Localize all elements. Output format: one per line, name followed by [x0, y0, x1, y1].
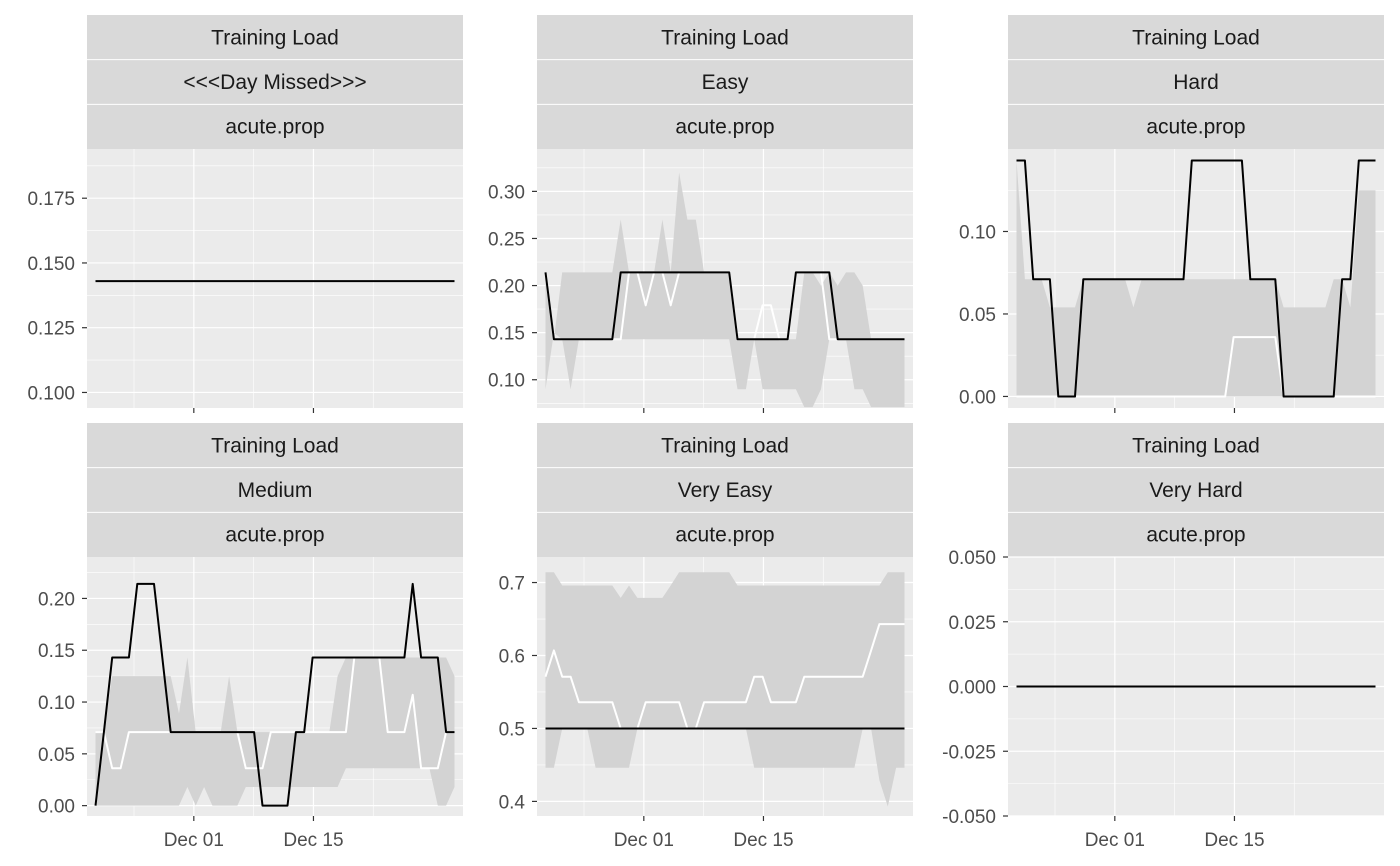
y-tick-label: 0.125: [27, 319, 75, 340]
y-tick-label: 0.000: [948, 678, 996, 699]
panel-background: [87, 149, 463, 408]
y-tick-label: 0.150: [27, 254, 75, 275]
x-tick-label: Dec 15: [283, 830, 343, 851]
facet-strip: [1008, 15, 1384, 149]
y-tick-label: 0.025: [948, 613, 996, 634]
y-tick-label: 0.00: [38, 797, 75, 818]
facet-strip: [537, 423, 913, 557]
panel-day-missed: Training Load <<<Day Missed>>> acute.prop 0…: [27, 15, 463, 413]
black-series-line: [544, 271, 905, 341]
strip-label: acute.prop: [675, 524, 774, 547]
y-tick-label: -0.050: [942, 807, 996, 828]
y-tick-label: 0.20: [38, 589, 75, 610]
strip-label: Training Load: [211, 434, 339, 457]
y-tick-label: 0.4: [499, 792, 526, 813]
y-tick-label: -0.025: [942, 742, 996, 763]
strip-label: acute.prop: [225, 116, 324, 139]
y-tick-label: 0.175: [27, 189, 75, 210]
strip-label: Very Hard: [1149, 479, 1242, 502]
strip-label: Training Load: [1132, 26, 1260, 49]
x-tick-label: Dec 01: [1085, 830, 1145, 851]
strip-label: Training Load: [661, 434, 789, 457]
panel-easy: Training Load Easy acute.prop 0.10 0.15 0.20 0…: [488, 15, 913, 413]
y-tick-label: 0.10: [488, 371, 525, 392]
white-series-line: [544, 623, 905, 730]
white-series-line: [95, 656, 455, 770]
strip-label: acute.prop: [675, 116, 774, 139]
strip-label: Training Load: [1132, 434, 1260, 457]
y-tick-label: 0.15: [38, 641, 75, 662]
panel-medium: Training Load Medium acute.prop 0.00 0.05 0.1…: [38, 423, 463, 851]
strip-label: Training Load: [661, 26, 789, 49]
y-tick-label: 0.30: [488, 182, 525, 203]
y-tick-label: 0.20: [488, 277, 525, 298]
range-band: [1016, 160, 1376, 397]
strip-label: Medium: [238, 479, 313, 502]
range-band: [545, 172, 905, 408]
strip-label: Easy: [702, 71, 749, 94]
strip-label: acute.prop: [1146, 524, 1245, 547]
x-tick-label: Dec 01: [614, 830, 674, 851]
range-band: [95, 657, 455, 806]
strip-label: acute.prop: [1146, 116, 1245, 139]
y-tick-label: 0.6: [499, 646, 525, 667]
panel-very-easy: Training Load Very Easy acute.prop 0.4 0.5 0.…: [499, 423, 913, 851]
x-tick-label: Dec 15: [733, 830, 793, 851]
y-tick-label: 0.050: [948, 548, 996, 569]
y-tick-label: 0.5: [499, 719, 525, 740]
strip-label: Hard: [1173, 71, 1219, 94]
x-tick-label: Dec 15: [1204, 830, 1264, 851]
y-tick-label: 0.10: [38, 693, 75, 714]
range-band: [545, 572, 905, 807]
strip-label: <<<Day Missed>>>: [183, 71, 366, 94]
y-tick-label: 0.25: [488, 229, 525, 250]
panel-very-hard: Training Load Very Hard acute.prop -0.050 -0…: [942, 423, 1384, 851]
y-tick-label: 0.10: [959, 222, 996, 243]
y-tick-label: 0.100: [27, 383, 75, 404]
facet-strip: [537, 15, 913, 149]
y-tick-label: 0.05: [38, 745, 75, 766]
y-tick-label: 0.7: [499, 574, 525, 595]
strip-label: Very Easy: [678, 479, 773, 502]
panel-hard: Training Load Hard acute.prop 0.00 0.05 0.10: [959, 15, 1384, 413]
facet-strip: [87, 15, 463, 149]
facet-strip: [87, 423, 463, 557]
black-series-line: [94, 582, 455, 807]
y-tick-label: 0.00: [959, 387, 996, 408]
facet-strip: [1008, 423, 1384, 557]
y-tick-label: 0.05: [959, 305, 996, 326]
strip-label: Training Load: [211, 26, 339, 49]
y-tick-label: 0.15: [488, 324, 525, 345]
strip-label: acute.prop: [225, 524, 324, 547]
black-series-line: [1016, 159, 1376, 398]
x-tick-label: Dec 01: [164, 830, 224, 851]
